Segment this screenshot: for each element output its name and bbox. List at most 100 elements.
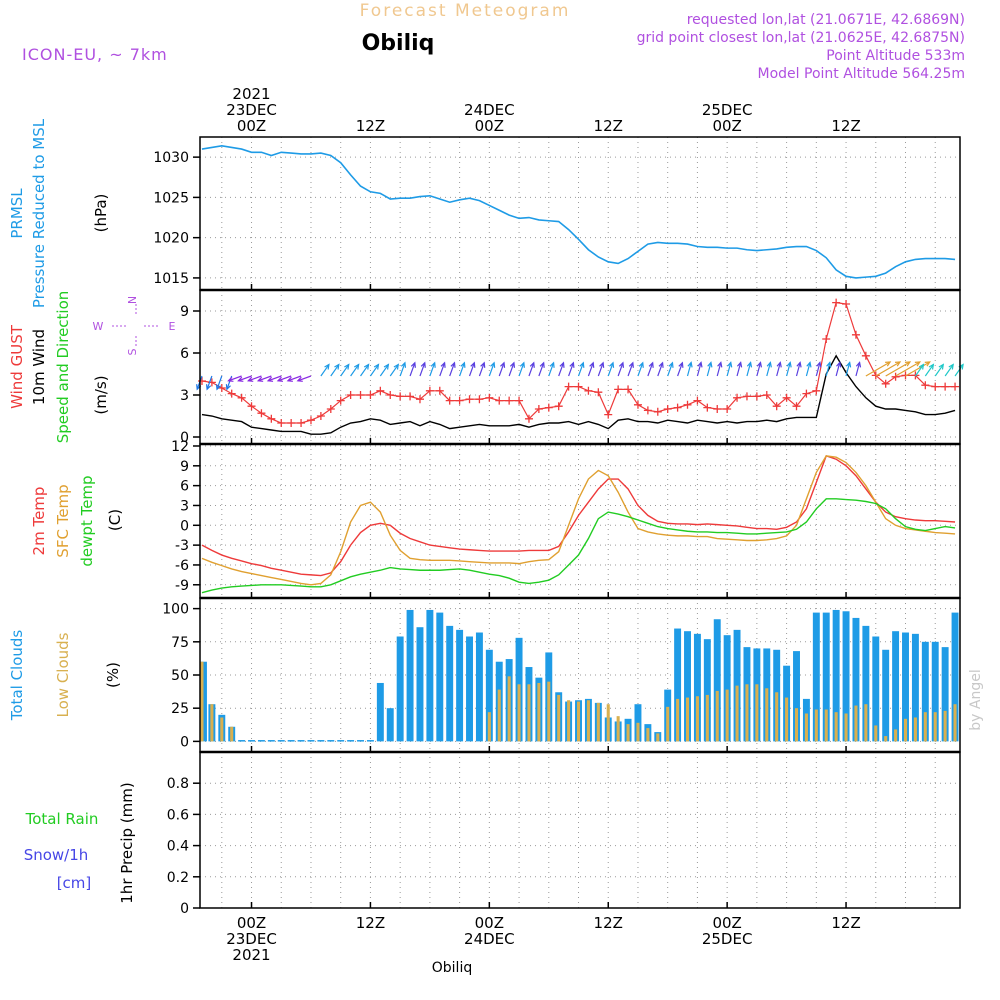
total-cloud-bar — [674, 628, 682, 742]
gust-marker — [594, 388, 603, 397]
requested-coords: requested lon,lat (21.0671E, 42.6869N) — [687, 12, 965, 28]
total-cloud-bar — [327, 740, 335, 742]
total-cloud-bar — [297, 740, 305, 742]
panel-label: 10m Wind — [30, 329, 48, 405]
compass-w: W — [93, 320, 104, 333]
panel-unit: (%) — [104, 662, 122, 688]
bottom-time-label: 12Z — [356, 914, 385, 932]
top-time-label: 24DEC — [464, 101, 515, 119]
low-cloud-bar — [636, 722, 640, 742]
gust-marker — [713, 405, 722, 413]
y-tick-label: 75 — [171, 635, 189, 651]
gust-marker — [534, 405, 543, 413]
low-cloud-bar — [785, 697, 789, 742]
wind-arrow-head — [460, 361, 466, 368]
top-time-label: 25DEC — [702, 101, 753, 119]
wind-arrow — [914, 364, 924, 377]
wind-arrow — [267, 375, 282, 382]
wind-arrow — [330, 364, 340, 377]
gust-marker — [435, 386, 444, 395]
total-cloud-bar — [456, 629, 464, 742]
total-cloud-bar — [703, 639, 711, 742]
low-cloud-bar — [884, 736, 888, 742]
wind-arrow-head — [855, 361, 862, 368]
wind-arrow-head — [215, 384, 222, 391]
wind-arrow-head — [948, 363, 954, 370]
low-cloud-bar — [547, 681, 551, 742]
wind-arrow-head — [756, 361, 763, 368]
total-cloud-bar — [941, 647, 949, 742]
y-tick-label: 100 — [162, 602, 189, 618]
gust-marker — [614, 385, 623, 394]
total-cloud-bar — [475, 632, 483, 742]
low-cloud-bar — [666, 706, 670, 742]
wind-arrow-head — [559, 361, 565, 368]
y-tick-label: -3 — [175, 538, 189, 554]
gust-marker — [604, 410, 613, 419]
gust-marker — [891, 372, 900, 381]
total-cloud-bar — [931, 641, 939, 742]
wind-arrow-head — [334, 363, 340, 370]
total-cloud-bar — [684, 631, 691, 742]
panel-label: 2m Temp — [30, 487, 48, 556]
wind-arrow — [558, 362, 565, 377]
wind-arrow — [206, 375, 213, 390]
compass-s: S — [126, 348, 139, 355]
total-cloud-bar — [862, 625, 870, 742]
wind-arrow — [257, 375, 272, 382]
low-cloud-bar — [685, 697, 690, 742]
low-cloud-bar — [794, 708, 799, 742]
y-tick-label: 3 — [180, 388, 189, 404]
wind-arrow — [667, 362, 674, 377]
wind-arrow-head — [904, 361, 912, 367]
panel-2: -9 -6 -3 0 3 6 9 12 2m Temp SFC Temp dewpt Temp (C) — [30, 439, 960, 598]
wind-arrow-head — [393, 363, 400, 370]
bottom-time-label: 00Z — [712, 914, 741, 932]
wind-arrow-head — [727, 361, 733, 368]
wind-arrow — [736, 362, 742, 377]
wind-arrow-head — [373, 363, 380, 370]
gust-marker — [406, 392, 415, 401]
low-cloud-bar — [903, 718, 908, 742]
total-cloud-bar — [337, 740, 345, 742]
wind-arrow-head — [549, 361, 555, 368]
low-cloud-bar — [200, 661, 204, 742]
gust-marker — [812, 386, 821, 395]
compass-e: E — [169, 320, 176, 333]
bottom-time-label: 23DEC — [226, 930, 277, 948]
wind-arrow — [637, 362, 644, 377]
y-tick-label: 1030 — [153, 150, 189, 166]
bottom-time-label: 00Z — [475, 914, 504, 932]
wind-arrow-head — [707, 361, 713, 368]
low-cloud-bar — [894, 729, 898, 742]
low-cloud-bar — [596, 702, 600, 742]
wind-arrow-head — [786, 361, 792, 368]
total-cloud-bar — [287, 740, 295, 742]
y-tick-label: 1015 — [153, 271, 189, 287]
total-cloud-bar — [436, 612, 444, 742]
gust-marker — [584, 386, 593, 395]
bottom-time-label: 12Z — [831, 914, 860, 932]
total-cloud-bar — [951, 612, 959, 742]
wind-arrow-head — [383, 363, 390, 370]
gust-marker — [247, 402, 256, 411]
low-cloud-bar — [676, 698, 680, 742]
wind-arrow — [379, 364, 389, 377]
gust-marker — [505, 396, 514, 405]
wind-arrow — [488, 362, 495, 377]
gust-marker — [306, 416, 315, 425]
wind-arrow-head — [609, 361, 615, 368]
total-cloud-bar — [317, 740, 325, 742]
grid-point-coords: grid point closest lon,lat (21.0625E, 42… — [637, 30, 965, 46]
low-cloud-bar — [210, 704, 214, 742]
wind-arrow-head — [678, 361, 684, 368]
wind-arrow-head — [400, 361, 407, 368]
gust-marker — [356, 391, 365, 399]
gust-marker — [633, 400, 642, 409]
panel-unit: (m/s) — [92, 375, 110, 414]
y-tick-label: 9 — [180, 304, 189, 320]
wind-speed-line — [201, 354, 956, 435]
wind-arrow — [627, 362, 634, 377]
y-tick-label: 0 — [180, 430, 189, 446]
wind-arrow — [647, 362, 654, 377]
